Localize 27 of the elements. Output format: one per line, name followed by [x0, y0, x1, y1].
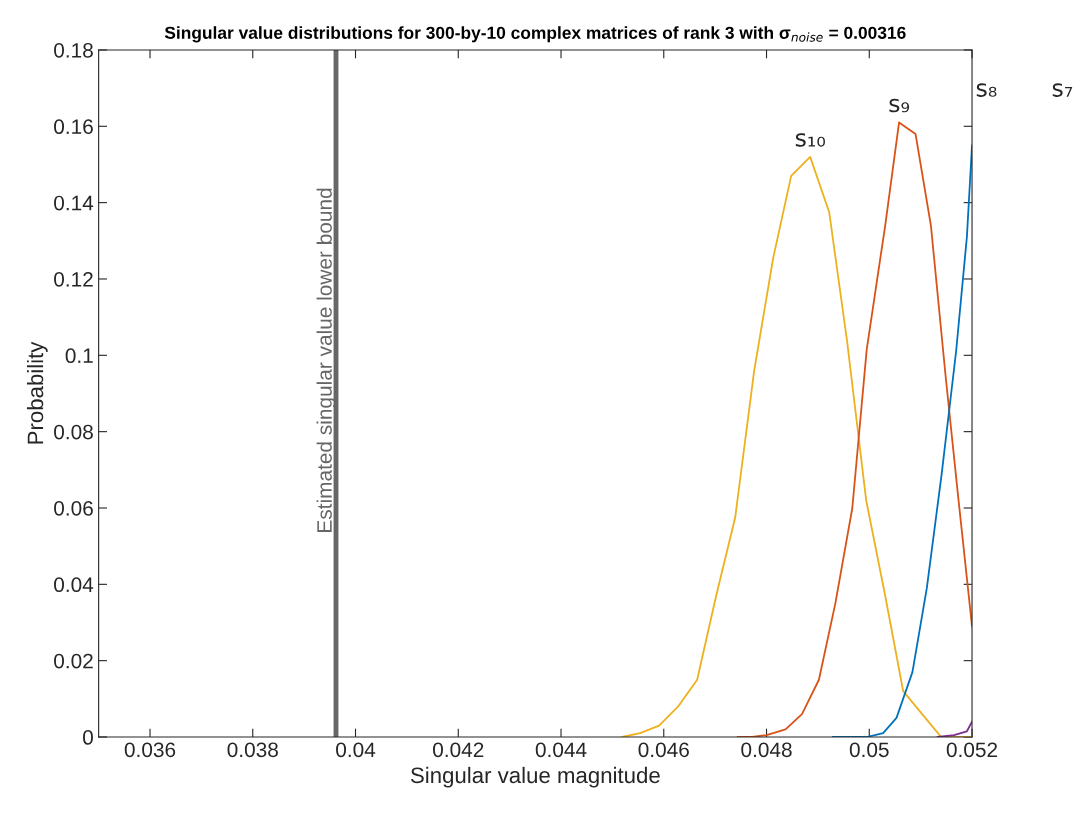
x-tick-label: 0.05 — [849, 742, 889, 758]
series-label: s₉ — [889, 98, 910, 113]
x-tick-label: 0.036 — [124, 742, 176, 758]
text: s₇ — [1052, 83, 1073, 97]
y-tick-label: 0.08 — [54, 424, 93, 440]
y-tick-label: 0 — [83, 730, 93, 745]
x-tick-label: 0.038 — [227, 742, 278, 758]
x-tick-label: 0.044 — [535, 742, 587, 758]
y-tick-label: 0.04 — [54, 577, 94, 593]
y-axis-title: Probability — [26, 341, 48, 444]
ref-line-label: Estimated singular value lower bound — [316, 188, 336, 532]
y-tick-label: 0.02 — [54, 653, 93, 669]
chart-title: Singular value distributions for 300-by-10 complex matrices of rank 3 with σ$_{noise}$ = 0.00316 — [164, 26, 906, 43]
x-tick-label: 0.052 — [946, 742, 998, 758]
x-axis-title: Singular value magnitude — [410, 766, 660, 788]
series-label: s₁₀ — [795, 133, 825, 147]
y-tick-label: 0.12 — [54, 271, 93, 287]
x-tick-label: 0.042 — [433, 742, 484, 758]
x-tick-label: 0.04 — [336, 742, 376, 758]
x-tick-label: 0.048 — [741, 742, 792, 758]
y-tick-label: 0.14 — [54, 195, 94, 211]
y-tick-label: 0.16 — [54, 119, 93, 135]
y-tick-label: 0.06 — [54, 500, 93, 516]
x-tick-label: 0.046 — [638, 742, 689, 758]
y-tick-label: 0.1 — [65, 348, 93, 364]
y-tick-label: 0.18 — [54, 42, 93, 58]
text: s₈ — [976, 83, 997, 97]
